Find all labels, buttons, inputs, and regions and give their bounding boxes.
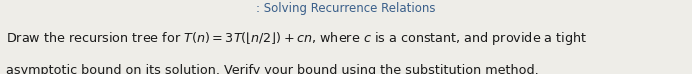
- Text: : Solving Recurrence Relations: : Solving Recurrence Relations: [256, 2, 436, 15]
- Text: asymptotic bound on its solution. Verify your bound using the substitution metho: asymptotic bound on its solution. Verify…: [6, 64, 538, 74]
- Text: Draw the recursion tree for $T(n) = 3T(\lfloor n/2 \rfloor) + cn$, where $c$ is : Draw the recursion tree for $T(n) = 3T(\…: [6, 30, 587, 47]
